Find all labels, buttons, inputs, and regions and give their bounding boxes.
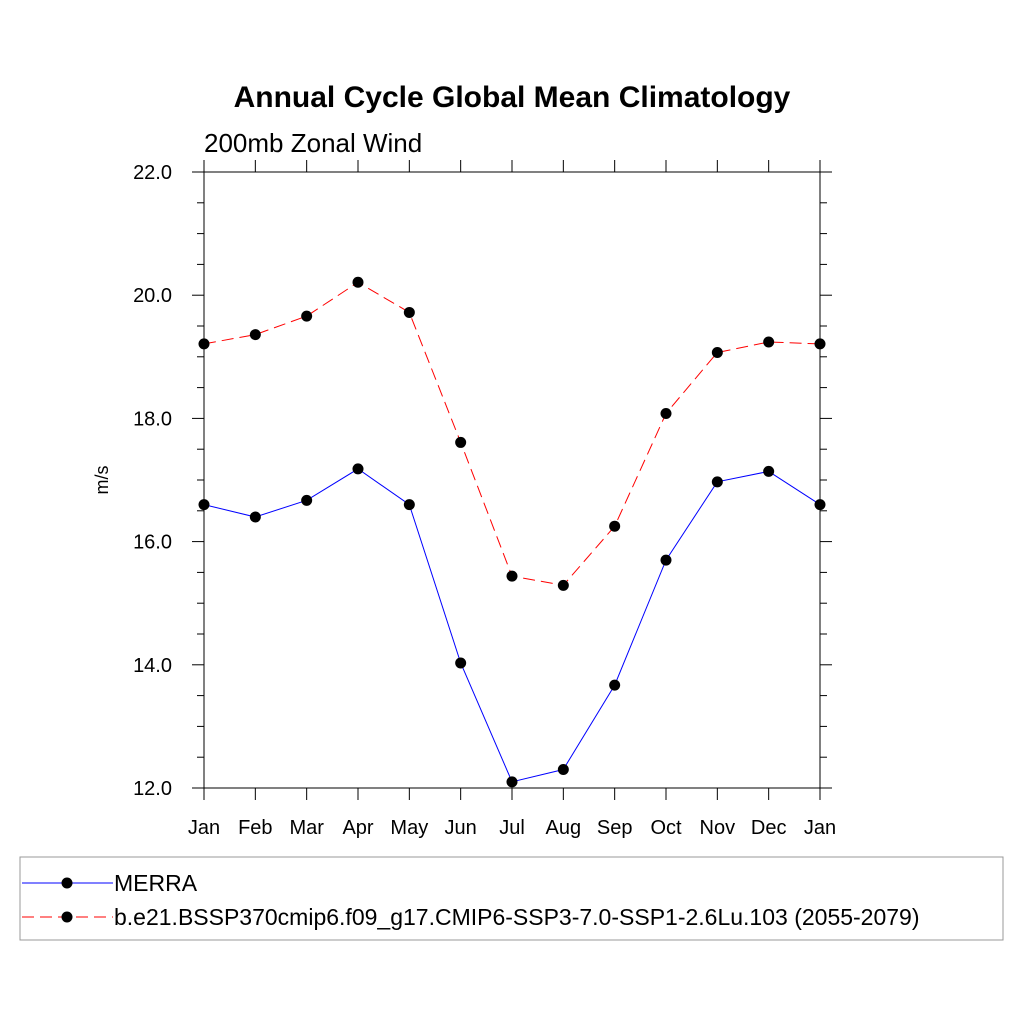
series-line-1 [203, 468, 821, 783]
legend-marker-1 [61, 877, 73, 889]
chart-title: Annual Cycle Global Mean Climatology [234, 81, 791, 114]
x-tick-label: Jan [804, 817, 836, 839]
x-tick-label: Aug [546, 817, 582, 839]
x-tick-label: Mar [289, 817, 324, 839]
y-axis-label: m/s [92, 466, 112, 495]
series-2-point [455, 436, 467, 448]
x-tick-label: Dec [751, 817, 787, 839]
series-2-point [557, 579, 569, 591]
series-2-point [609, 520, 621, 532]
x-tick-label: Oct [650, 817, 682, 839]
series-2-point [403, 306, 415, 318]
y-tick-label: 20.0 [133, 285, 172, 307]
chart-subtitle: 200mb Zonal Wind [204, 128, 422, 158]
series-1-point [352, 463, 364, 475]
series-group [198, 276, 826, 788]
x-tick-label: May [390, 817, 428, 839]
series-2-point [660, 407, 672, 419]
x-tick-label: Jan [188, 817, 220, 839]
series-1-point [455, 657, 467, 669]
series-2-point [506, 570, 518, 582]
series-1-point [506, 776, 518, 788]
series-2-point [814, 338, 826, 350]
legend-label-2: b.e21.BSSP370cmip6.f09_g17.CMIP6-SSP3-7.… [114, 904, 920, 930]
x-tick-label: Feb [238, 817, 272, 839]
series-1-point [609, 679, 621, 691]
x-tick-label: Sep [597, 817, 633, 839]
series-2-point [711, 346, 723, 358]
legend-label-1: MERRA [114, 870, 198, 896]
legend-box [19, 856, 1004, 941]
series-2-point [301, 310, 313, 322]
series-1-point [198, 499, 210, 511]
series-1-point [301, 494, 313, 506]
legend: MERRA b.e21.BSSP370cmip6.f09_g17.CMIP6-SS… [22, 870, 920, 930]
series-1-point [660, 554, 672, 566]
series-2-point [763, 336, 775, 348]
y-tick-label: 18.0 [133, 408, 172, 430]
series-1-point [403, 499, 415, 511]
y-tick-label: 16.0 [133, 532, 172, 554]
y-tick-label: 12.0 [133, 778, 172, 800]
x-tick-label: Jun [445, 817, 477, 839]
x-tick-label: Apr [342, 817, 373, 839]
series-line-2 [203, 281, 821, 586]
series-1-point [814, 499, 826, 511]
series-1-point [557, 764, 569, 776]
series-1-point [711, 476, 723, 488]
series-2-point [198, 338, 210, 350]
series-2-point [352, 276, 364, 288]
series-2-point [249, 329, 261, 341]
series-1-point [763, 465, 775, 477]
y-tick-label: 14.0 [133, 655, 172, 677]
legend-marker-2 [61, 911, 73, 923]
x-tick-label: Jul [499, 817, 525, 839]
y-tick-label: 22.0 [133, 162, 172, 184]
x-tick-label: Nov [700, 817, 736, 839]
series-1-point [249, 511, 261, 523]
axis-ticks: Jan Feb Mar Apr May Jun Jul Aug Sep Oct Nov Dec Jan 1… [133, 160, 836, 839]
